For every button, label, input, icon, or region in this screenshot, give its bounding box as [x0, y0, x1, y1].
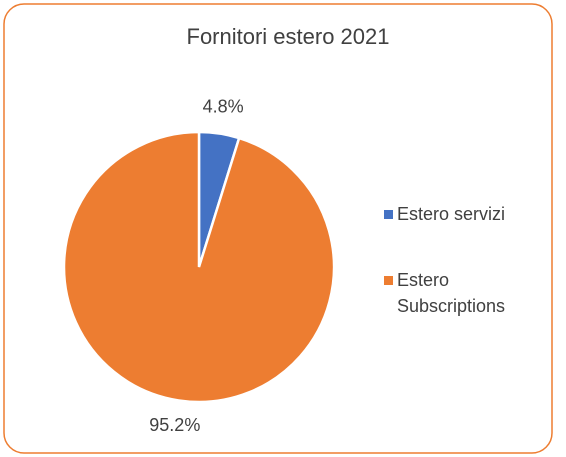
legend-label: Estero Subscriptions	[397, 270, 506, 316]
legend-item: Estero servizi	[384, 201, 534, 227]
legend-item: Estero Subscriptions	[384, 267, 534, 319]
chart-title: Fornitori estero 2021	[187, 24, 390, 49]
legend-swatch	[384, 210, 393, 219]
legend-label: Estero servizi	[397, 204, 506, 224]
legend-swatch	[384, 276, 393, 285]
pie-slice	[62, 130, 336, 404]
data-label: 4.8%	[203, 97, 244, 117]
data-label: 95.2%	[149, 415, 200, 435]
